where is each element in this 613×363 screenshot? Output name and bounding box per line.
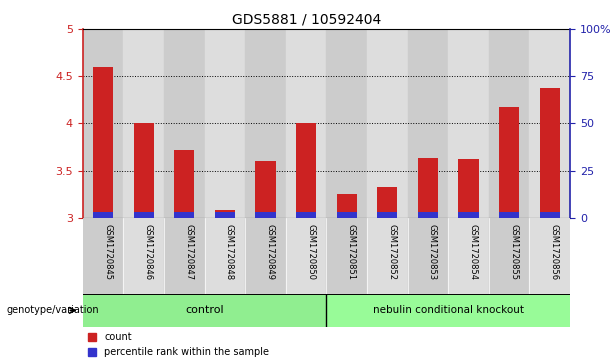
Bar: [367, 29, 408, 218]
Legend: count, percentile rank within the sample: count, percentile rank within the sample: [88, 333, 269, 357]
Bar: [215, 212, 235, 218]
Bar: [83, 29, 123, 218]
Bar: [459, 212, 479, 218]
Bar: [215, 210, 235, 218]
Text: GSM1720852: GSM1720852: [387, 224, 397, 280]
Text: nebulin conditional knockout: nebulin conditional knockout: [373, 305, 524, 315]
Bar: [83, 218, 123, 294]
Text: genotype/variation: genotype/variation: [6, 305, 99, 315]
Bar: [418, 158, 438, 218]
Text: GSM1720847: GSM1720847: [185, 224, 193, 280]
Bar: [489, 218, 530, 294]
Bar: [337, 212, 357, 218]
Bar: [83, 294, 326, 327]
Bar: [326, 29, 367, 218]
Bar: [539, 89, 560, 218]
Bar: [134, 123, 154, 218]
Bar: [205, 218, 245, 294]
Text: control: control: [185, 305, 224, 315]
Bar: [174, 212, 194, 218]
Text: GSM1720850: GSM1720850: [306, 224, 315, 280]
Text: GSM1720856: GSM1720856: [550, 224, 559, 280]
Bar: [164, 29, 205, 218]
Bar: [123, 29, 164, 218]
Bar: [174, 150, 194, 218]
Bar: [256, 212, 276, 218]
Bar: [367, 218, 408, 294]
Bar: [337, 194, 357, 218]
Bar: [408, 218, 448, 294]
Bar: [164, 218, 205, 294]
Bar: [123, 218, 164, 294]
Bar: [489, 29, 530, 218]
Bar: [459, 159, 479, 218]
Text: GSM1720855: GSM1720855: [509, 224, 518, 280]
Bar: [205, 29, 245, 218]
Bar: [499, 107, 519, 218]
Bar: [418, 212, 438, 218]
Text: GSM1720848: GSM1720848: [225, 224, 234, 280]
Bar: [530, 29, 570, 218]
Bar: [499, 212, 519, 218]
Bar: [245, 218, 286, 294]
Bar: [286, 218, 326, 294]
Text: GSM1720854: GSM1720854: [468, 224, 478, 280]
Text: GSM1720849: GSM1720849: [265, 224, 275, 280]
Bar: [296, 212, 316, 218]
Bar: [530, 218, 570, 294]
Bar: [448, 29, 489, 218]
Bar: [377, 187, 397, 218]
Text: GSM1720853: GSM1720853: [428, 224, 437, 280]
Bar: [448, 218, 489, 294]
Bar: [539, 212, 560, 218]
Text: GSM1720846: GSM1720846: [143, 224, 153, 280]
Text: GDS5881 / 10592404: GDS5881 / 10592404: [232, 13, 381, 27]
Bar: [326, 294, 570, 327]
Bar: [326, 218, 367, 294]
Bar: [256, 161, 276, 218]
Bar: [377, 212, 397, 218]
Bar: [93, 212, 113, 218]
Bar: [286, 29, 326, 218]
Bar: [134, 212, 154, 218]
Bar: [408, 29, 448, 218]
Text: GSM1720845: GSM1720845: [103, 224, 112, 280]
Text: GSM1720851: GSM1720851: [347, 224, 356, 280]
Bar: [296, 123, 316, 218]
Bar: [245, 29, 286, 218]
Bar: [93, 67, 113, 218]
